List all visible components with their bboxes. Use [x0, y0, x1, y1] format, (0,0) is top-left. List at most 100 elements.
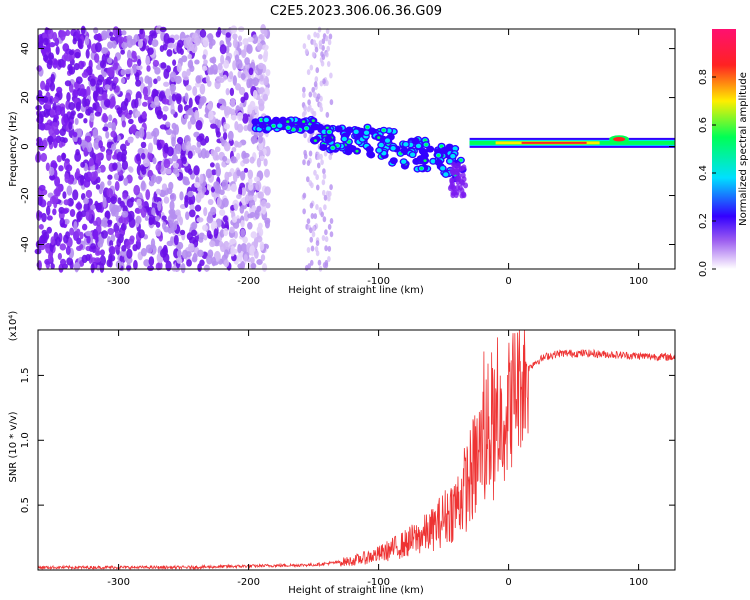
noise-blob [68, 101, 76, 111]
signal-blob [334, 125, 343, 133]
signal-blob [272, 116, 281, 124]
noise-blob [242, 38, 249, 46]
colorbar-tick-label: 0.0 [698, 261, 709, 277]
spectrogram-y-tick-label: 20 [20, 91, 31, 104]
noise-blob [176, 42, 182, 54]
noise-blob [232, 33, 238, 40]
noise-blob [184, 92, 189, 102]
noise-blob [72, 189, 79, 201]
noise-blob [79, 231, 84, 240]
noise-blob [256, 157, 262, 168]
noise-blob [256, 205, 262, 213]
signal-blob [353, 129, 359, 135]
noise-blob [181, 55, 188, 63]
noise-blob [230, 183, 237, 193]
noise-blob [159, 124, 167, 130]
noise-blob [319, 80, 324, 87]
noise-blob [37, 138, 44, 149]
noise-blob [106, 150, 112, 161]
noise-blob [215, 162, 220, 170]
noise-blob [312, 39, 317, 46]
noise-blob [236, 141, 243, 148]
snr-x-label: Height of straight line (km) [288, 585, 424, 596]
signal-blob [259, 118, 263, 122]
noise-blob [99, 59, 107, 69]
noise-blob [237, 243, 242, 254]
noise-blob [59, 217, 66, 228]
noise-blob [121, 160, 129, 171]
noise-blob [306, 176, 310, 183]
noise-blob [156, 142, 162, 151]
noise-blob [194, 59, 200, 65]
noise-blob [262, 93, 268, 102]
noise-blob [302, 192, 307, 199]
noise-blob [222, 74, 228, 81]
noise-blob [85, 210, 92, 222]
noise-blob [187, 190, 194, 198]
noise-blob [241, 49, 247, 59]
noise-blob [232, 75, 237, 86]
noise-blob [138, 127, 145, 139]
noise-blob [322, 78, 326, 85]
noise-blob [217, 62, 223, 71]
noise-blob [161, 215, 167, 221]
noise-blob [189, 204, 195, 211]
noise-blob [94, 42, 102, 53]
noise-blob [188, 97, 193, 108]
noise-blob [69, 209, 76, 217]
noise-blob [170, 109, 176, 115]
noise-blob [316, 32, 320, 39]
noise-blob [191, 256, 198, 263]
noise-blob [137, 58, 142, 67]
noise-blob [50, 236, 55, 246]
signal-blob [366, 150, 375, 158]
noise-blob [200, 148, 207, 159]
noise-blob [257, 191, 264, 199]
noise-blob [154, 67, 161, 75]
noise-blob [101, 71, 107, 78]
tone-band [521, 141, 587, 144]
noise-blob [67, 197, 74, 207]
spectrogram-y-label: Frequency (Hz) [8, 111, 19, 187]
noise-blob [215, 131, 221, 138]
noise-blob [134, 207, 140, 214]
noise-blob [243, 167, 249, 173]
noise-blob [303, 132, 307, 139]
noise-blob [108, 253, 113, 264]
noise-blob [38, 223, 44, 230]
noise-blob [324, 236, 329, 243]
noise-blob [107, 57, 113, 64]
noise-blob [246, 44, 253, 54]
noise-blob [42, 33, 48, 39]
noise-blob [200, 138, 207, 146]
noise-blob [251, 136, 256, 145]
noise-blob [328, 190, 332, 197]
noise-blob [223, 123, 231, 130]
noise-blob [240, 187, 247, 196]
noise-blob [219, 105, 226, 111]
noise-blob [231, 146, 237, 153]
noise-blob [236, 111, 244, 122]
noise-blob [155, 221, 161, 228]
noise-blob [52, 208, 57, 216]
noise-blob [224, 171, 230, 182]
noise-blob [173, 34, 180, 41]
noise-blob [176, 241, 184, 250]
noise-blob [310, 182, 314, 189]
noise-blob [325, 28, 330, 35]
noise-blob [167, 42, 175, 49]
noise-blob [328, 154, 333, 161]
signal-blob [331, 146, 335, 150]
noise-blob [61, 115, 68, 127]
signal-blob [403, 142, 409, 147]
noise-blob [327, 223, 332, 230]
noise-blob [329, 231, 334, 238]
noise-blob [112, 76, 119, 84]
noise-blob [54, 105, 62, 116]
snr-x-tick-label: -200 [237, 577, 260, 588]
noise-blob [309, 227, 313, 234]
noise-blob [165, 88, 171, 99]
noise-blob [55, 46, 60, 55]
noise-blob [59, 258, 67, 266]
noise-blob [203, 59, 208, 65]
